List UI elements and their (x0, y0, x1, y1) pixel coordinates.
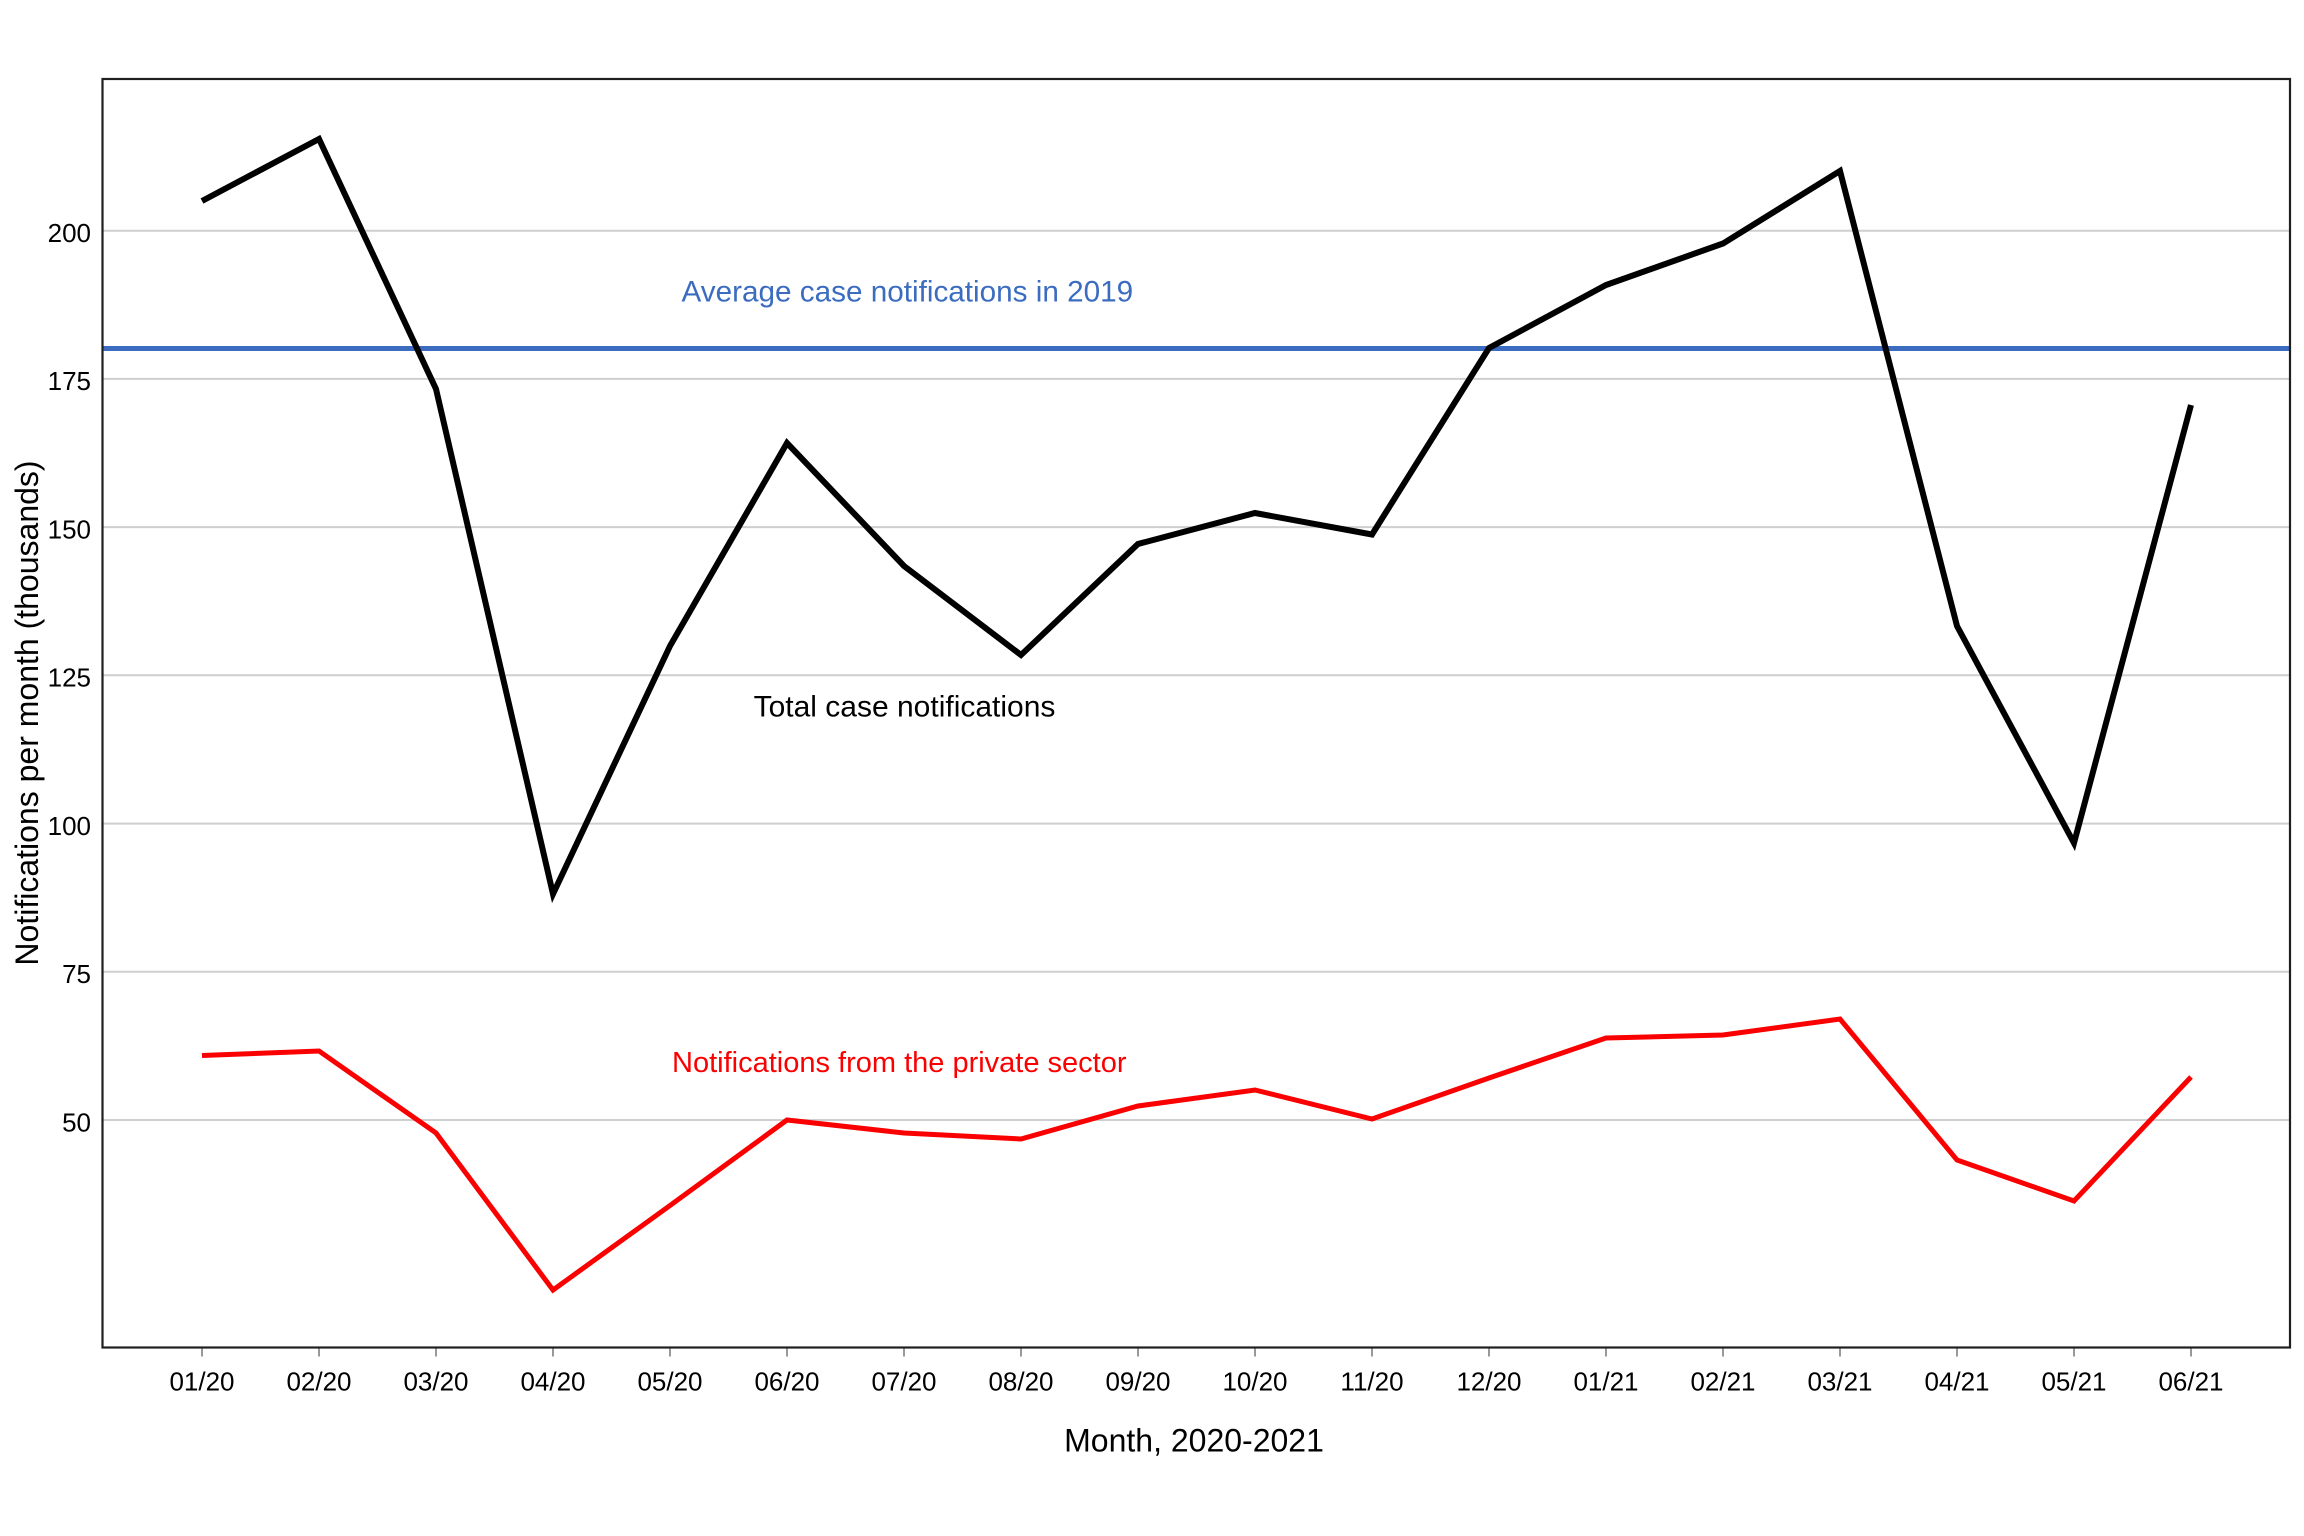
svg-text:06/21: 06/21 (2158, 1367, 2223, 1397)
svg-text:75: 75 (62, 959, 91, 989)
svg-text:50: 50 (62, 1107, 91, 1137)
svg-text:200: 200 (48, 218, 91, 248)
svg-text:01/20: 01/20 (169, 1367, 234, 1397)
svg-text:02/20: 02/20 (286, 1367, 351, 1397)
svg-text:150: 150 (48, 514, 91, 544)
svg-text:02/21: 02/21 (1690, 1367, 1755, 1397)
svg-text:11/20: 11/20 (1340, 1367, 1403, 1397)
svg-text:04/20: 04/20 (520, 1367, 585, 1397)
svg-text:09/20: 09/20 (1105, 1367, 1170, 1397)
svg-text:05/20: 05/20 (637, 1367, 702, 1397)
svg-text:125: 125 (48, 663, 91, 693)
svg-text:100: 100 (48, 811, 91, 841)
svg-text:04/21: 04/21 (1924, 1367, 1989, 1397)
svg-text:08/20: 08/20 (988, 1367, 1053, 1397)
svg-text:01/21: 01/21 (1573, 1367, 1638, 1397)
svg-text:Total case notifications: Total case notifications (754, 691, 1056, 724)
svg-text:06/20: 06/20 (754, 1367, 819, 1397)
svg-text:03/21: 03/21 (1807, 1367, 1872, 1397)
svg-text:Notifications from the private: Notifications from the private sector (672, 1047, 1127, 1079)
svg-text:03/20: 03/20 (403, 1367, 468, 1397)
svg-text:05/21: 05/21 (2041, 1367, 2106, 1397)
svg-text:Average case notifications in: Average case notifications in 2019 (682, 276, 1134, 309)
svg-text:Notifications per month (thous: Notifications per month (thousands) (9, 460, 45, 965)
svg-text:10/20: 10/20 (1222, 1367, 1287, 1397)
svg-text:Month, 2020-2021: Month, 2020-2021 (1064, 1423, 1324, 1459)
svg-text:07/20: 07/20 (871, 1367, 936, 1397)
svg-text:12/20: 12/20 (1456, 1367, 1521, 1397)
svg-text:175: 175 (48, 366, 91, 396)
